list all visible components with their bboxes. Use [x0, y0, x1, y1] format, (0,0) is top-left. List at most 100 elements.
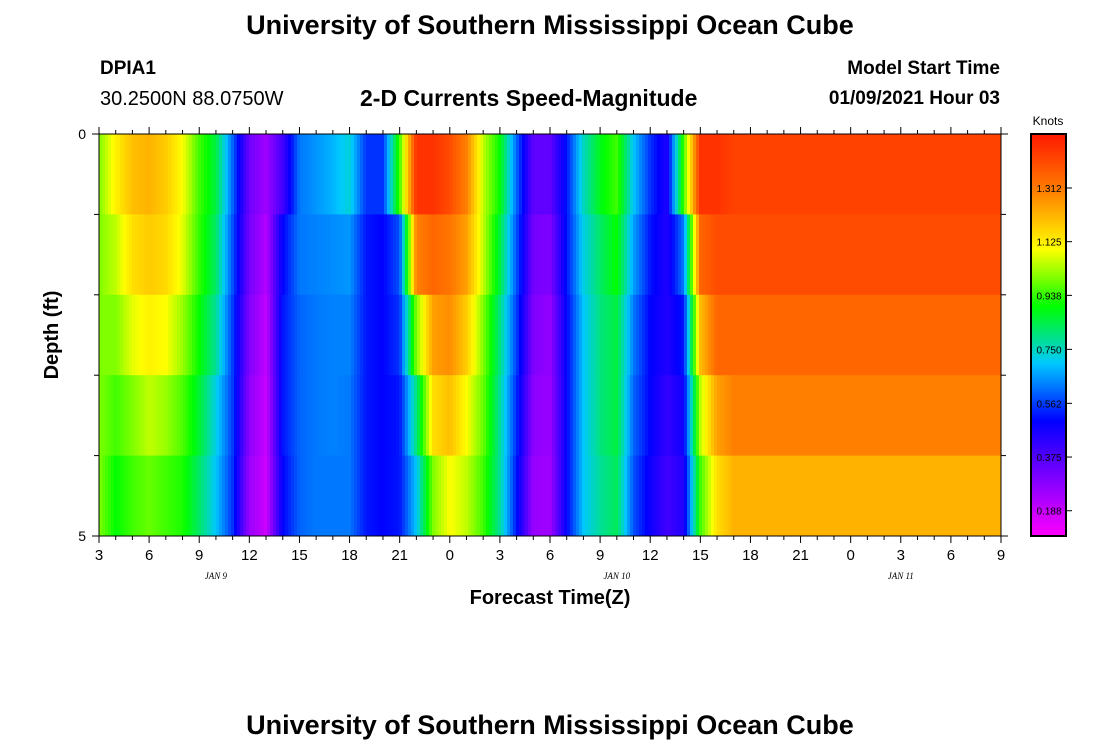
- heatmap-cell: [738, 294, 742, 376]
- heatmap-cell: [675, 375, 679, 457]
- heatmap-cell: [876, 455, 880, 537]
- heatmap-cell: [564, 455, 568, 537]
- heatmap-cell: [219, 214, 223, 296]
- heatmap-cell: [201, 455, 205, 537]
- heatmap-cell: [429, 294, 433, 376]
- heatmap-cell: [174, 134, 178, 215]
- heatmap-cell: [198, 214, 202, 296]
- heatmap-cell: [957, 375, 961, 457]
- heatmap-cell: [372, 294, 376, 376]
- heatmap-cell: [126, 214, 130, 296]
- heatmap-cell: [384, 455, 388, 537]
- heatmap-cell: [105, 455, 109, 537]
- heatmap-cell: [195, 294, 199, 376]
- heatmap-cell: [978, 294, 982, 376]
- heatmap-cell: [903, 375, 907, 457]
- chart-title: 2-D Currents Speed-Magnitude: [360, 85, 698, 111]
- heatmap-cell: [300, 214, 304, 296]
- heatmap-cell: [606, 214, 610, 296]
- heatmap-cell: [369, 214, 373, 296]
- heatmap-cell: [366, 294, 370, 376]
- heatmap-cell: [156, 134, 160, 215]
- heatmap-cell: [540, 375, 544, 457]
- heatmap-cell: [864, 294, 868, 376]
- heatmap-cell: [966, 294, 970, 376]
- heatmap-cell: [237, 294, 241, 376]
- heatmap-cell: [990, 294, 994, 376]
- heatmap-cell: [459, 375, 463, 457]
- heatmap-cell: [222, 134, 226, 215]
- heatmap-cell: [336, 455, 340, 537]
- heatmap-cell: [270, 214, 274, 296]
- heatmap-cell: [912, 214, 916, 296]
- heatmap-cell: [639, 375, 643, 457]
- heatmap-cell: [540, 294, 544, 376]
- heatmap-cell: [312, 375, 316, 457]
- heatmap-cell: [384, 375, 388, 457]
- heatmap-cell: [624, 294, 628, 376]
- heatmap-cell: [732, 455, 736, 537]
- heatmap-cell: [216, 134, 220, 215]
- heatmap-cell: [942, 375, 946, 457]
- heatmap-cell: [522, 375, 526, 457]
- heatmap-cell: [549, 455, 553, 537]
- heatmap-cell: [567, 214, 571, 296]
- heatmap-cell: [705, 134, 709, 215]
- heatmap-cell: [399, 455, 403, 537]
- heatmap-cell: [558, 375, 562, 457]
- heatmap-cell: [135, 455, 139, 537]
- heatmap-cell: [495, 375, 499, 457]
- heatmap-cell: [303, 214, 307, 296]
- heatmap-cell: [189, 214, 193, 296]
- heatmap-cell: [165, 134, 169, 215]
- heatmap-cell: [117, 455, 121, 537]
- heatmap-cell: [933, 294, 937, 376]
- heatmap-cell: [630, 455, 634, 537]
- heatmap-cell: [822, 455, 826, 537]
- heatmap-cell: [357, 455, 361, 537]
- heatmap-cell: [300, 455, 304, 537]
- heatmap-cell: [633, 134, 637, 215]
- heatmap-cell: [948, 455, 952, 537]
- heatmap-cell: [639, 455, 643, 537]
- heatmap-cell: [207, 134, 211, 215]
- heatmap-cell: [972, 294, 976, 376]
- heatmap-cell: [309, 455, 313, 537]
- heatmap-cell: [579, 214, 583, 296]
- heatmap-cell: [840, 375, 844, 457]
- heatmap-cell: [684, 375, 688, 457]
- heatmap-cell: [762, 294, 766, 376]
- heatmap-cell: [846, 375, 850, 457]
- heatmap-cell: [687, 214, 691, 296]
- heatmap-cell: [663, 375, 667, 457]
- heatmap-cell: [996, 214, 1000, 296]
- heatmap-cell: [912, 134, 916, 215]
- heatmap-cell: [885, 134, 889, 215]
- heatmap-cell: [582, 375, 586, 457]
- heatmap-cell: [99, 375, 103, 457]
- heatmap-cell: [192, 134, 196, 215]
- heatmap-cell: [624, 214, 628, 296]
- heatmap-cell: [276, 455, 280, 537]
- heatmap-cell: [453, 375, 457, 457]
- heatmap-cell: [789, 455, 793, 537]
- heatmap-cell: [996, 294, 1000, 376]
- heatmap-cell: [639, 294, 643, 376]
- heatmap-cell: [510, 214, 514, 296]
- heatmap-cell: [834, 375, 838, 457]
- heatmap-cell: [717, 294, 721, 376]
- heatmap-cell: [276, 134, 280, 215]
- heatmap-cell: [891, 214, 895, 296]
- heatmap-cell: [249, 134, 253, 215]
- heatmap-cell: [894, 294, 898, 376]
- heatmap-cell: [642, 455, 646, 537]
- heatmap-cell: [120, 134, 124, 215]
- heatmap-cell: [192, 214, 196, 296]
- heatmap-cell: [630, 294, 634, 376]
- heatmap-cell: [861, 375, 865, 457]
- heatmap-cell: [438, 134, 442, 215]
- heatmap-cell: [642, 294, 646, 376]
- heatmap-cell: [162, 214, 166, 296]
- heatmap-cell: [417, 294, 421, 376]
- heatmap-cell: [855, 375, 859, 457]
